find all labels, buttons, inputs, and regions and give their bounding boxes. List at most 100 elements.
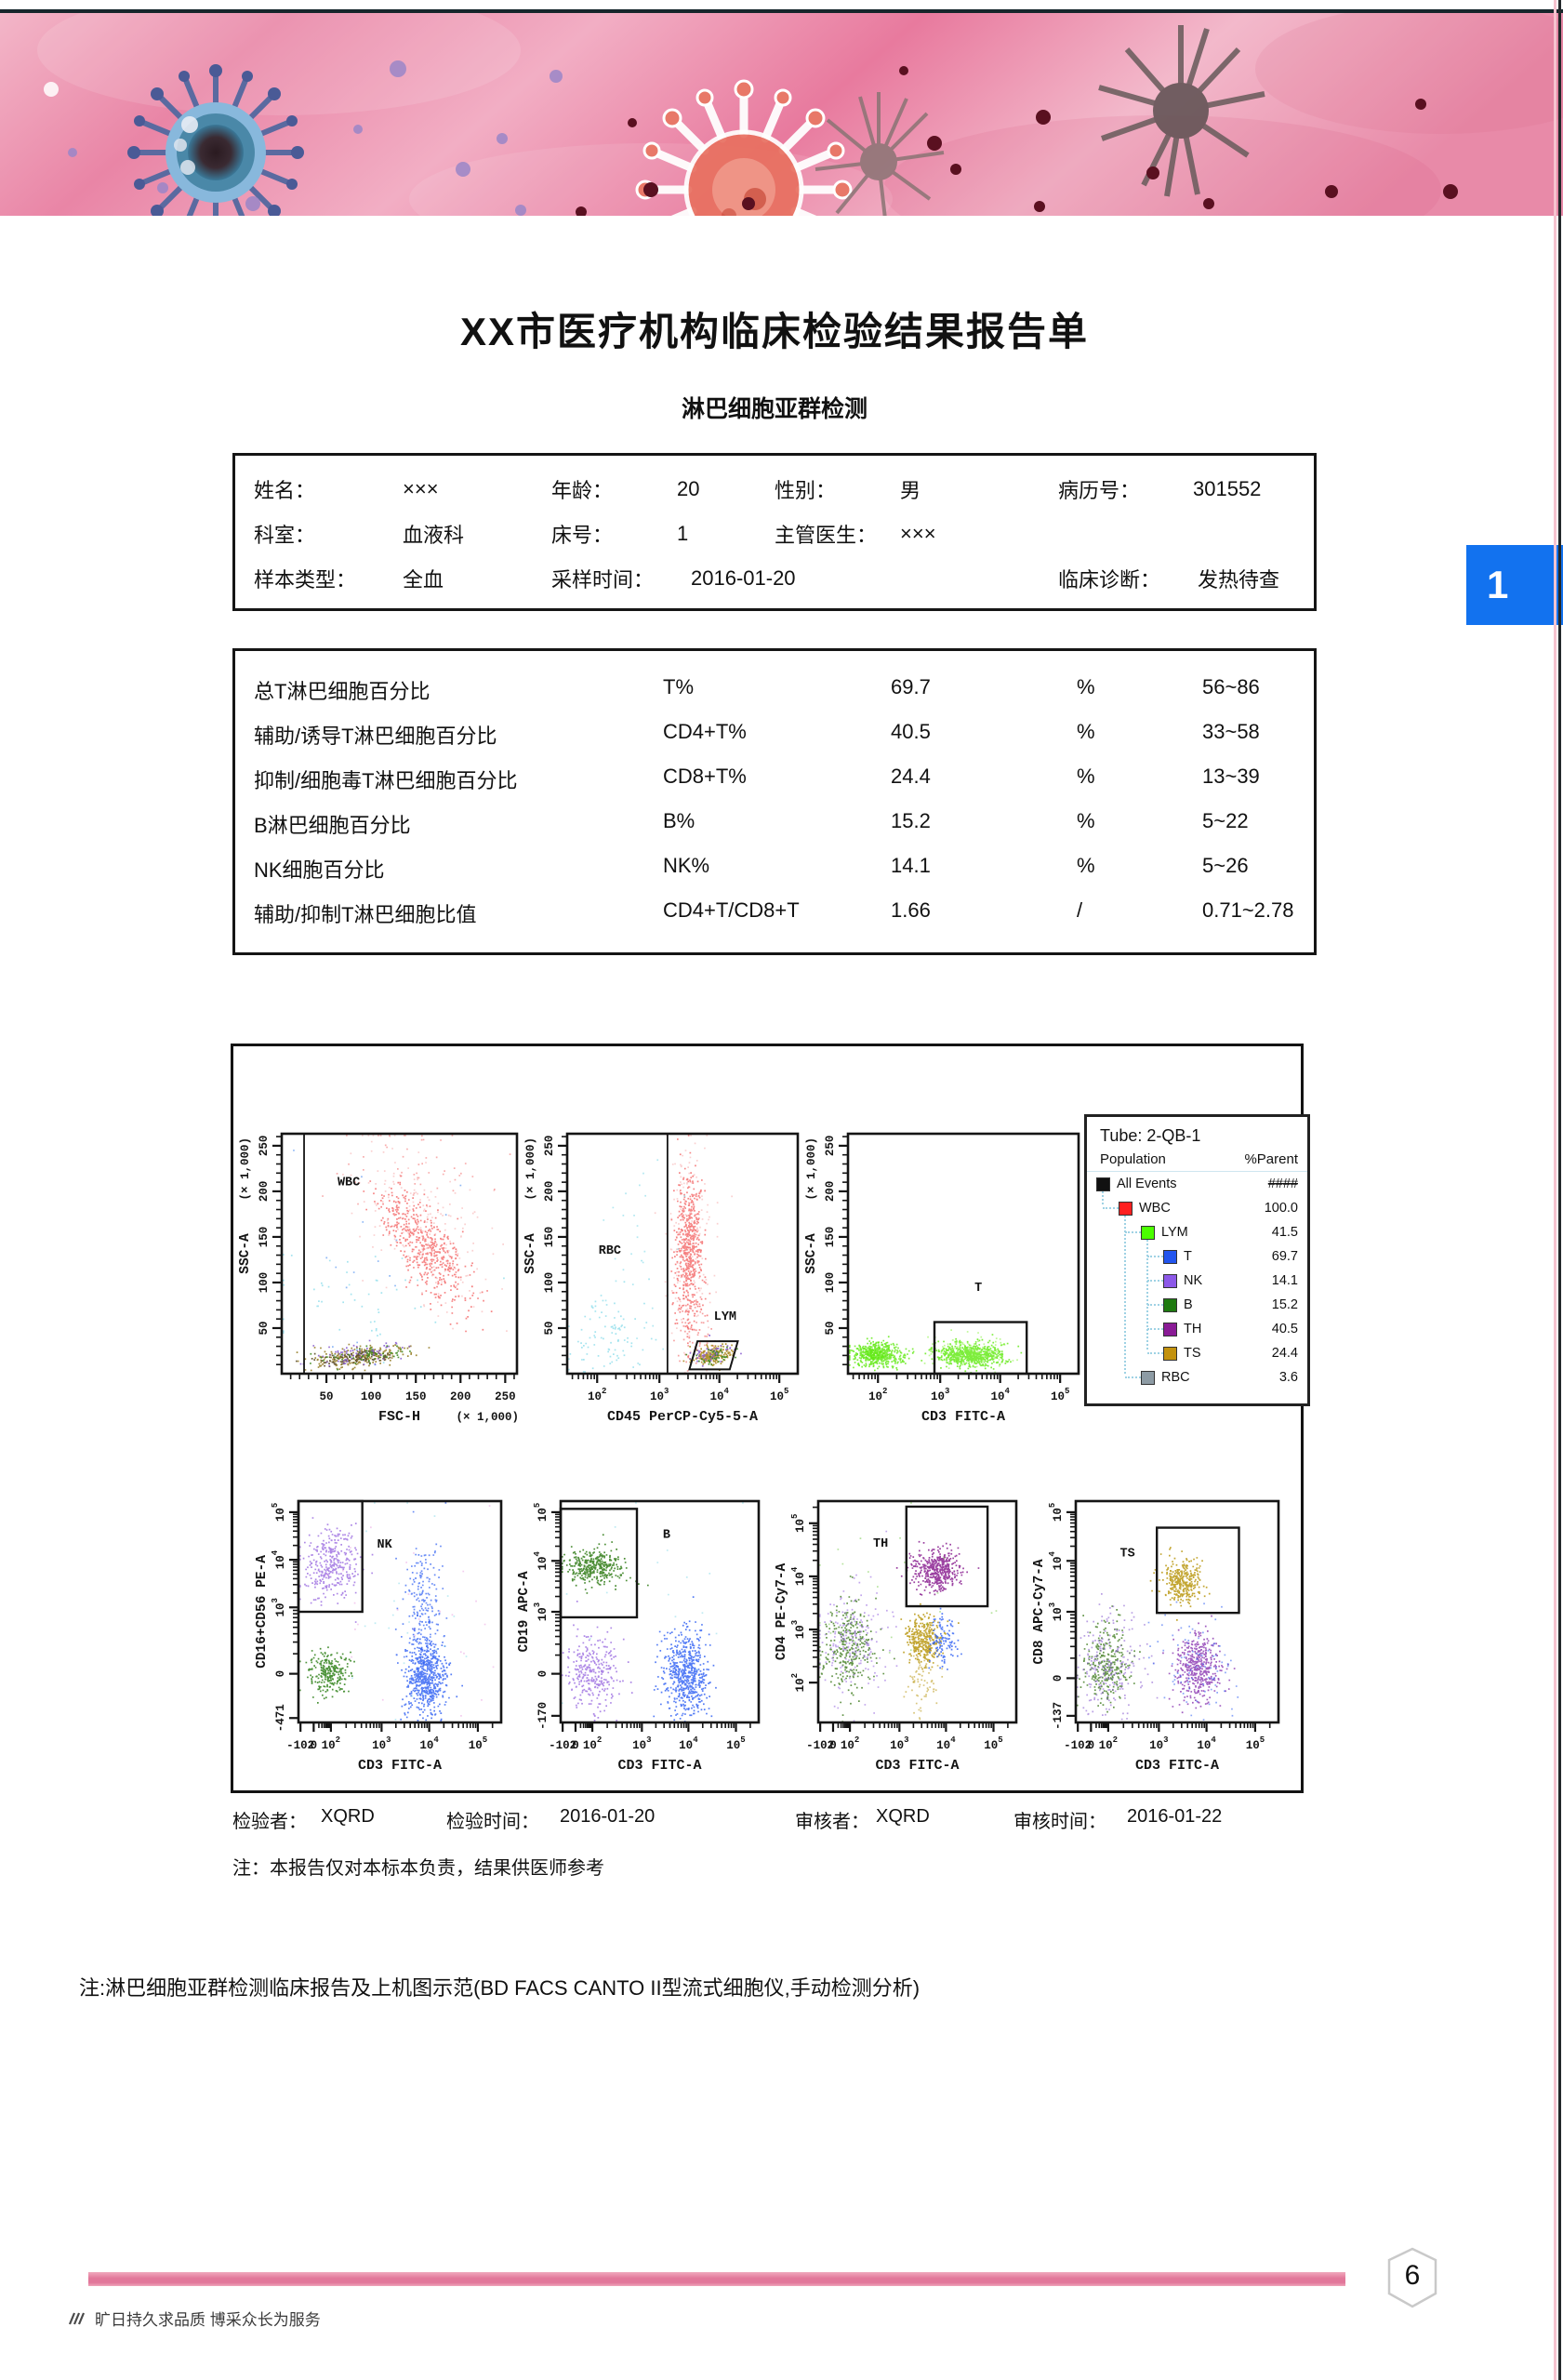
svg-text:105: 105 <box>984 1735 1002 1752</box>
svg-text:CD8 APC-Cy7-A: CD8 APC-Cy7-A <box>1032 1559 1047 1664</box>
slash-marks-icon <box>68 2312 86 2324</box>
population-swatch <box>1163 1297 1177 1312</box>
svg-text:104: 104 <box>533 1550 550 1570</box>
reviewer-label: 审核者： <box>795 1812 869 1832</box>
field-label: 床号： <box>551 524 614 547</box>
tree-connector <box>1147 1328 1163 1330</box>
svg-text:B: B <box>663 1528 670 1542</box>
plot-cd3-cd19: B -102 0 102 103 104 105 CD3 FITC-A -170 0 103 104 1… <box>516 1490 762 1781</box>
flow-bottom-row: NK -102 0 102 103 104 105 CD3 FITC-A -471 0 103 104… <box>233 1490 1301 1781</box>
svg-text:150: 150 <box>543 1227 556 1248</box>
svg-text:CD4 PE-Cy7-A: CD4 PE-Cy7-A <box>775 1562 789 1660</box>
svg-text:103: 103 <box>650 1387 669 1403</box>
plot-cd3-cd8: TS -102 0 102 103 104 105 CD3 FITC-A -137 0 103 104… <box>1031 1490 1282 1781</box>
svg-text:104: 104 <box>271 1549 287 1569</box>
review-time-label: 审核时间： <box>1013 1812 1106 1832</box>
svg-text:102: 102 <box>841 1735 859 1752</box>
gray-cell-large-icon <box>1098 25 1265 197</box>
population-name: NK <box>1184 1273 1203 1288</box>
result-row: NK细胞百分比 NK% 14.1 % 5~26 <box>235 854 1314 884</box>
population-swatch <box>1163 1249 1177 1264</box>
svg-text:250: 250 <box>495 1390 516 1403</box>
page-number: 6 <box>1405 2260 1421 2291</box>
result-range: 5~22 <box>1202 809 1249 832</box>
tree-connector <box>1147 1280 1163 1282</box>
population-value: 14.1 <box>1271 1273 1298 1288</box>
tree-connector <box>1125 1376 1141 1378</box>
field-label: 临床诊断： <box>1058 568 1161 592</box>
inspector-value: XQRD <box>321 1806 375 1827</box>
svg-text:-137: -137 <box>1052 1702 1065 1730</box>
figure-caption: 注:淋巴细胞亚群检测临床报告及上机图示范(BD FACS CANTO II型流式… <box>79 1976 921 2000</box>
result-row: 总T淋巴细胞百分比 T% 69.7 % 56~86 <box>235 675 1314 705</box>
svg-text:(× 1,000): (× 1,000) <box>456 1411 519 1424</box>
population-swatch <box>1163 1322 1177 1336</box>
svg-text:100: 100 <box>543 1272 556 1294</box>
result-value: 14.1 <box>891 854 931 877</box>
svg-text:100: 100 <box>361 1390 382 1403</box>
svg-text:250: 250 <box>543 1136 556 1157</box>
svg-text:200: 200 <box>450 1390 471 1403</box>
result-range: 0.71~2.78 <box>1202 898 1294 922</box>
field-value: 血液科 <box>403 524 465 547</box>
result-range: 33~58 <box>1202 720 1260 743</box>
result-code: CD4+T/CD8+T <box>663 898 800 922</box>
svg-text:103: 103 <box>632 1735 651 1752</box>
svg-text:CD3 FITC-A: CD3 FITC-A <box>358 1758 442 1774</box>
svg-text:103: 103 <box>271 1598 287 1616</box>
svg-text:(× 1,000): (× 1,000) <box>524 1137 537 1201</box>
svg-text:NK: NK <box>378 1538 393 1552</box>
svg-text:102: 102 <box>868 1387 887 1403</box>
result-code: CD8+T% <box>663 765 747 788</box>
svg-text:105: 105 <box>1051 1387 1069 1403</box>
droplet-dots-purple <box>68 60 563 216</box>
plot-cd3-cd4: TH -102 0 102 103 104 105 CD3 FITC-A 102 103 104 10… <box>774 1490 1020 1781</box>
result-row: 抑制/细胞毒T淋巴细胞百分比 CD8+T% 24.4 % 13~39 <box>235 765 1314 794</box>
inspector-label: 检验者： <box>232 1812 307 1832</box>
svg-text:104: 104 <box>1197 1735 1216 1752</box>
patient-info-table: 姓名： ××× 年龄： 20 性别： 男 病历号： 301552 科室： 血液科… <box>232 453 1317 611</box>
svg-text:150: 150 <box>824 1227 837 1248</box>
gray-cell-icon <box>815 92 945 216</box>
svg-text:250: 250 <box>824 1136 837 1157</box>
field-label: 年龄： <box>551 479 614 502</box>
population-value: 15.2 <box>1271 1297 1298 1312</box>
svg-text:0: 0 <box>829 1739 837 1752</box>
svg-text:105: 105 <box>469 1735 487 1752</box>
svg-text:0: 0 <box>536 1670 550 1678</box>
result-code: CD4+T% <box>663 720 747 743</box>
page-subtitle: 淋巴细胞亚群检测 <box>681 396 868 422</box>
population-column-header: Population <box>1100 1151 1166 1167</box>
population-swatch <box>1163 1346 1177 1361</box>
svg-text:102: 102 <box>322 1735 340 1752</box>
result-name: B淋巴细胞百分比 <box>254 814 411 837</box>
result-unit: % <box>1077 675 1095 698</box>
svg-text:0: 0 <box>311 1739 318 1752</box>
result-value: 1.66 <box>891 898 931 922</box>
svg-text:TS: TS <box>1119 1548 1134 1562</box>
tree-line <box>1102 1191 1104 1205</box>
page-edge-line <box>1558 0 1561 2380</box>
svg-text:CD45 PerCP-Cy5-5-A: CD45 PerCP-Cy5-5-A <box>607 1409 758 1425</box>
svg-text:50: 50 <box>543 1321 556 1335</box>
svg-text:CD3 FITC-A: CD3 FITC-A <box>921 1409 1005 1425</box>
svg-text:104: 104 <box>1048 1550 1065 1570</box>
svg-text:103: 103 <box>1048 1602 1065 1621</box>
tube-title: Tube: 2-QB-1 <box>1100 1126 1201 1145</box>
svg-text:LYM: LYM <box>714 1310 736 1324</box>
page-number-badge: 6 <box>1387 2247 1437 2313</box>
svg-text:150: 150 <box>405 1390 427 1403</box>
svg-text:250: 250 <box>258 1136 271 1157</box>
svg-text:0: 0 <box>572 1739 579 1752</box>
parent-column-header: %Parent <box>1244 1151 1298 1167</box>
virus-blue-icon <box>127 64 304 216</box>
tree-connector <box>1147 1256 1163 1257</box>
svg-text:105: 105 <box>770 1387 788 1403</box>
population-row: NK 14.1 <box>1087 1269 1307 1293</box>
field-label: 样本类型： <box>254 568 357 592</box>
svg-text:-102: -102 <box>806 1739 834 1752</box>
result-value: 40.5 <box>891 720 931 743</box>
population-row: TH 40.5 <box>1087 1317 1307 1341</box>
